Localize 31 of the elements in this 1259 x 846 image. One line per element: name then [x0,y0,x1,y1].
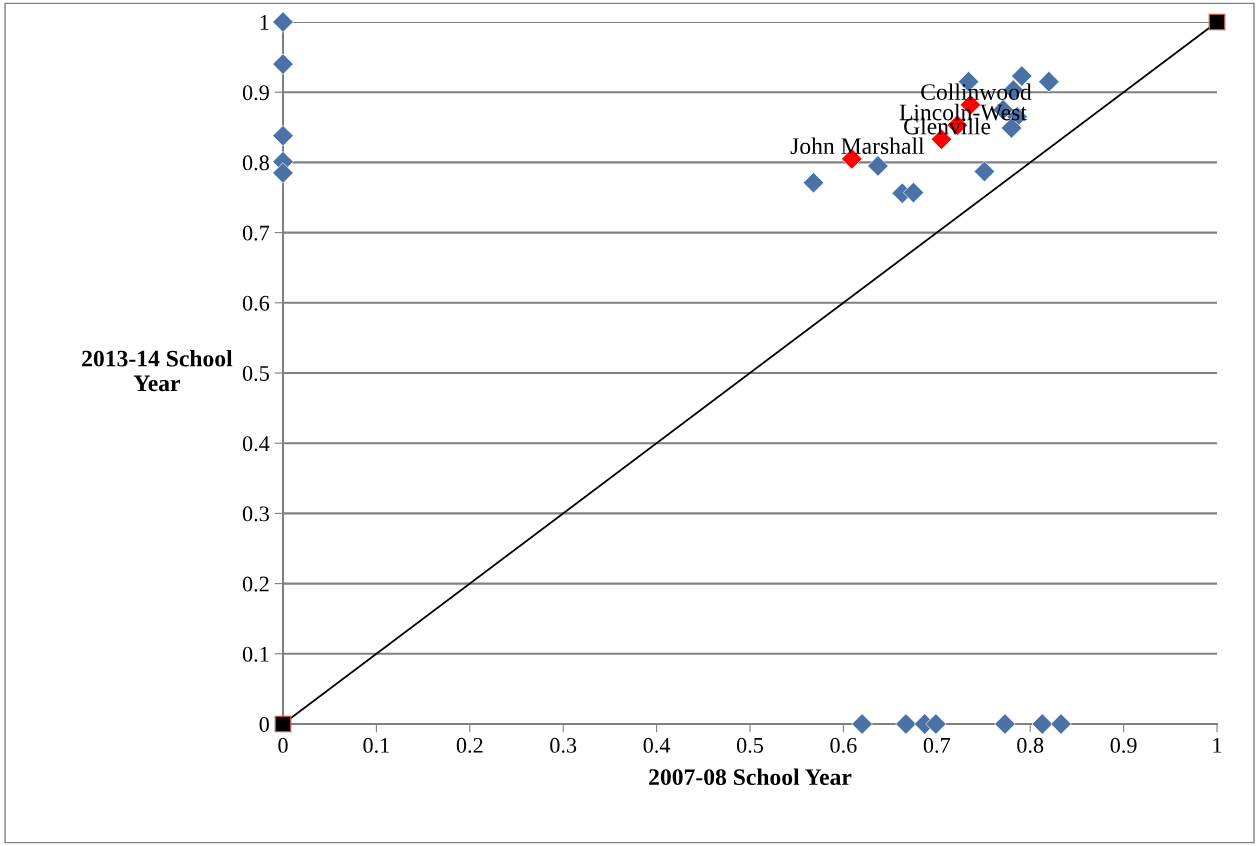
y-tick-label: 0.3 [242,506,269,522]
point [1208,13,1226,31]
point [272,11,294,33]
y-tick-label: 0.2 [242,576,269,592]
point [973,160,996,183]
point [272,125,294,147]
x-tick-label: 0.9 [1110,737,1137,753]
x-axis-title: 2007-08 School Year [649,768,852,786]
annotation: John Marshall [790,137,925,155]
y-tick-label: 0.8 [242,155,269,171]
x-tick-label: 0.7 [923,737,951,753]
x-tick-label: 0.3 [550,737,577,753]
point [895,713,917,735]
y-tick-label: 0.7 [242,225,270,241]
x-tick-label: 0.6 [830,737,857,753]
y-tick-label: 0.6 [242,295,270,311]
y-tick-label: 0.9 [242,85,269,101]
y-tick-label: 0.4 [242,436,270,452]
x-tick-label: 0.5 [736,737,764,753]
x-tick-label: 1 [1213,737,1222,753]
x-tick-label: 0.8 [1017,737,1044,753]
y-tick-label: 0 [259,716,269,732]
x-tick-label: 0.1 [363,737,389,753]
point [274,715,292,733]
x-tick-label: 0 [278,737,288,753]
x-tick-label: 0.4 [643,737,671,753]
y-tick-label: 0.5 [242,365,269,382]
y-axis-title: 2013-14 School Year [82,349,233,392]
y-tick-label: 1 [260,15,269,30]
x-tick-label: 0.2 [456,737,483,753]
y-tick-label: 0.1 [242,646,269,662]
